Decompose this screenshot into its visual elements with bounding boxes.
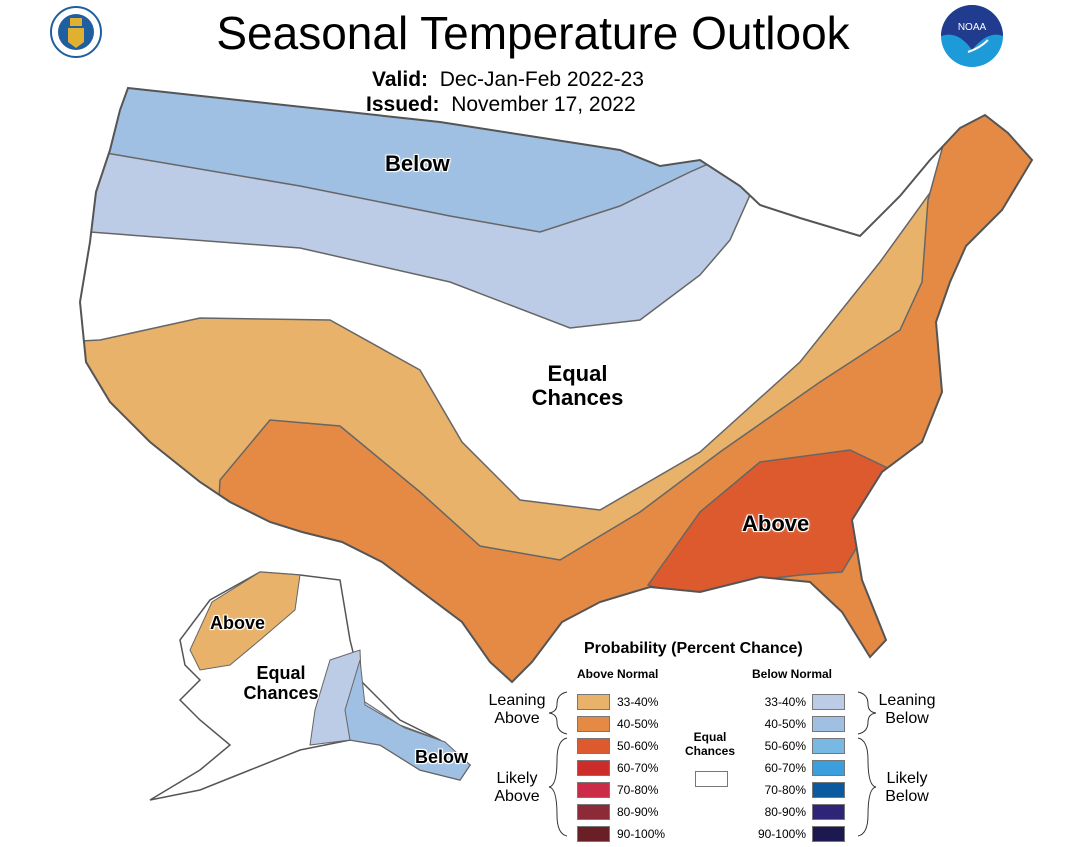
legend-below-swatch — [812, 826, 845, 842]
noaa-logo-text: NOAA — [958, 22, 987, 33]
legend-leaning-below: Leaning Below — [878, 692, 936, 728]
legend-below-swatch — [812, 738, 845, 754]
legend-below-range: 40-50% — [764, 717, 806, 731]
issued-date: Issued: November 17, 2022 — [366, 93, 636, 117]
legend-above-range: 40-50% — [617, 717, 659, 731]
alaska-map — [149, 571, 471, 801]
legend-title: Probability (Percent Chance) — [584, 640, 803, 657]
legend-above-swatch — [577, 804, 610, 820]
label-ak-below: Below — [415, 747, 469, 767]
legend-below-swatch — [812, 782, 845, 798]
legend-brace-right-icon — [857, 691, 877, 837]
legend-above-range: 50-60% — [617, 739, 659, 753]
legend-equal-swatch — [695, 771, 728, 787]
label-conus-above: Above — [742, 511, 810, 536]
label-ak-equal: Equal Chances — [243, 663, 319, 703]
legend-below-range: 90-100% — [757, 827, 806, 841]
legend-below-range: 33-40% — [764, 695, 806, 709]
legend-below-header: Below Normal — [752, 667, 833, 681]
legend-below-range: 80-90% — [764, 805, 806, 819]
legend-likely-above: Likely Above — [494, 770, 540, 806]
legend-below-swatch — [812, 716, 845, 732]
legend-above-swatch — [577, 782, 610, 798]
legend-above-swatch — [577, 738, 610, 754]
department-of-commerce-seal-icon — [50, 6, 102, 58]
valid-label: Valid: — [372, 68, 429, 91]
legend-likely-below: Likely Below — [885, 770, 929, 806]
legend-above-swatch — [577, 694, 610, 710]
valid-period: Valid: Dec-Jan-Feb 2022-23 — [372, 68, 644, 92]
legend-brace-left-icon — [548, 691, 568, 837]
legend-below-swatch — [812, 694, 845, 710]
legend-above-range: 33-40% — [617, 695, 659, 709]
label-ak-above: Above — [210, 613, 266, 633]
legend-above-swatch — [577, 716, 610, 732]
legend-below-swatch — [812, 804, 845, 820]
legend-above-swatch — [577, 760, 610, 776]
legend-above-range: 60-70% — [617, 761, 659, 775]
legend-above-swatch — [577, 826, 610, 842]
legend-leaning-above: Leaning Above — [488, 692, 546, 728]
legend-above-header: Above Normal — [577, 667, 659, 681]
valid-value: Dec-Jan-Feb 2022-23 — [439, 68, 644, 91]
legend-below-range: 60-70% — [764, 761, 806, 775]
issued-label: Issued: — [366, 93, 440, 116]
legend-above-range: 80-90% — [617, 805, 659, 819]
legend-equal-chances: Equal Chances — [684, 730, 736, 758]
legend-above-range: 90-100% — [617, 827, 666, 841]
legend-below-range: 70-80% — [764, 783, 806, 797]
page-title: Seasonal Temperature Outlook — [216, 7, 850, 59]
legend-above-range: 70-80% — [617, 783, 659, 797]
label-conus-below: Below — [385, 151, 450, 176]
legend-below-swatch — [812, 760, 845, 776]
legend-below-range: 50-60% — [764, 739, 806, 753]
label-conus-equal: Equal Chances — [531, 361, 624, 411]
issued-value: November 17, 2022 — [451, 93, 636, 116]
noaa-logo-icon: NOAA — [941, 5, 1003, 67]
